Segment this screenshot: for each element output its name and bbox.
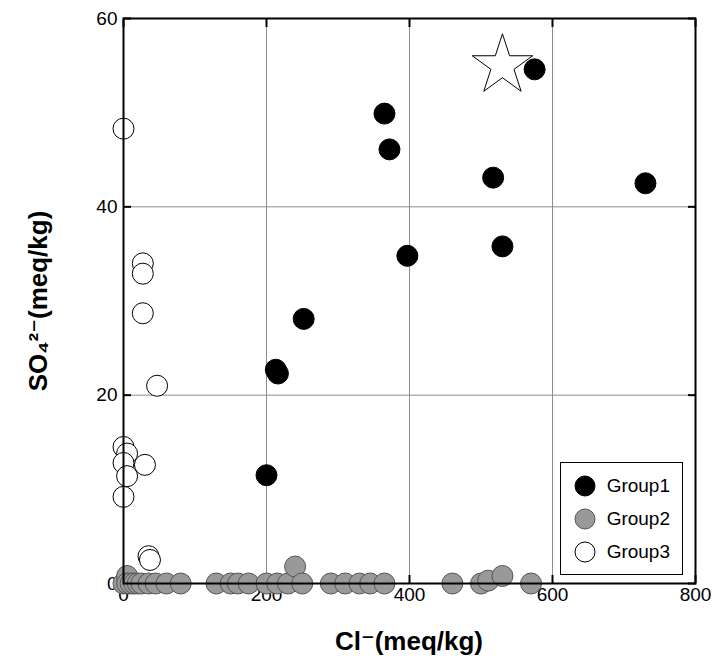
html-text:SO₄²⁻(meq/kg): SO₄²⁻(meq/kg) <box>22 210 53 391</box>
svg-text:800: 800 <box>680 584 712 605</box>
svg-text:40: 40 <box>96 196 117 217</box>
svg-text:60: 60 <box>96 8 117 29</box>
svg-text:20: 20 <box>96 384 117 405</box>
svg-text:0: 0 <box>106 572 118 594</box>
svg-text:400: 400 <box>394 584 426 605</box>
html-text:Group3: Group3 <box>606 540 670 562</box>
html-text:Cl⁻(meq/kg): Cl⁻(meq/kg) <box>335 626 483 656</box>
html-text:Group2: Group2 <box>606 507 670 529</box>
html-text:Group1: Group1 <box>606 474 670 496</box>
svg-text:600: 600 <box>536 584 569 605</box>
